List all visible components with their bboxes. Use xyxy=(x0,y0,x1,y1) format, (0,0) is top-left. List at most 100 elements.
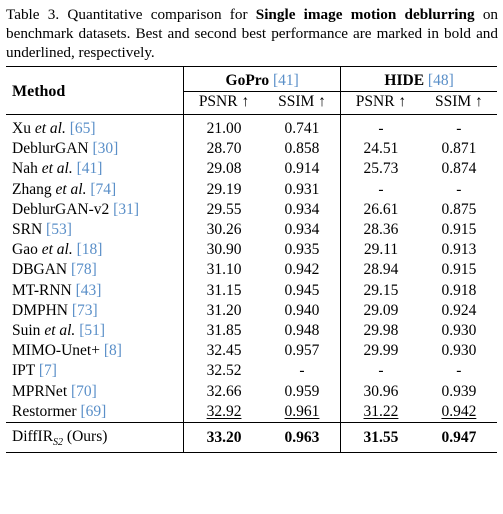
value-cell: 29.08 xyxy=(183,159,264,180)
caption-rest: on benchmark datasets. Best and second b… xyxy=(6,6,499,61)
value-cell: 0.915 xyxy=(421,220,497,240)
value-cell: 29.09 xyxy=(340,300,421,321)
value-text: 29.99 xyxy=(363,342,399,360)
table-caption: Table 3. Quantitative comparison for Sin… xyxy=(6,5,498,62)
value-cell: 28.70 xyxy=(183,139,264,160)
value-cell: 24.51 xyxy=(340,139,421,160)
group-ref: [48] xyxy=(427,71,454,89)
value-text: 29.19 xyxy=(206,180,242,198)
value-cell: - xyxy=(421,180,497,200)
method-etal: et al. xyxy=(44,321,76,339)
value-text: 0.931 xyxy=(284,180,320,198)
method-name: SRN xyxy=(12,221,43,239)
method-subscript: S2 xyxy=(53,436,64,448)
header-row-groups: Method GoPro [41] HIDE [48] xyxy=(6,66,497,115)
col-header-psnr: PSNR ↑ xyxy=(183,91,264,115)
value-text: 28.70 xyxy=(206,140,242,158)
method-name: DBGAN xyxy=(12,261,68,279)
value-text: 0.935 xyxy=(284,241,320,259)
value-text: 0.918 xyxy=(441,281,477,299)
value-cell: 0.948 xyxy=(264,321,341,341)
method-etal: et al. xyxy=(41,241,73,259)
table-row: Gao et al. [18] 30.90 0.935 29.11 0.913 xyxy=(6,240,497,261)
value-text: - xyxy=(378,362,384,380)
method-cell: DeblurGAN-v2 [31] xyxy=(6,200,184,220)
value-text: 30.26 xyxy=(206,221,242,239)
value-text: 0.930 xyxy=(441,321,477,339)
method-etal: et al. xyxy=(41,160,73,178)
group-header-gopro: GoPro [41] xyxy=(183,66,341,92)
value-cell: 0.871 xyxy=(421,139,497,159)
method-ref: [53] xyxy=(42,221,72,239)
value-cell: 0.959 xyxy=(264,381,341,401)
method-ref: [65] xyxy=(65,120,96,138)
value-cell: 31.55 xyxy=(340,421,421,453)
value-cell: 0.945 xyxy=(264,281,341,301)
value-cell: 28.36 xyxy=(340,219,421,241)
method-name: MT-RNN xyxy=(12,281,72,299)
value-text: 24.51 xyxy=(363,140,399,158)
value-text: - xyxy=(299,362,305,380)
value-text: 32.45 xyxy=(206,342,242,360)
method-name: Suin xyxy=(12,321,45,339)
value-text: - xyxy=(456,120,462,138)
value-text: 31.10 xyxy=(206,261,242,279)
value-cell: - xyxy=(340,179,421,200)
value-cell: 30.96 xyxy=(340,381,421,402)
method-ref: [43] xyxy=(71,281,102,299)
method-cell: Suin et al. [51] xyxy=(6,321,184,341)
value-text: 0.945 xyxy=(284,281,320,299)
value-text: - xyxy=(456,180,462,198)
value-text: 32.92 xyxy=(206,402,242,420)
table-row: MIMO-Unet+ [8] 32.45 0.957 29.99 0.930 xyxy=(6,341,497,362)
method-cell: MIMO-Unet+ [8] xyxy=(6,341,184,361)
group-name: GoPro xyxy=(225,71,270,89)
method-cell: Zhang et al. [74] xyxy=(6,180,184,200)
value-text: 21.00 xyxy=(206,120,242,138)
method-cell: Nah et al. [41] xyxy=(6,159,184,179)
method-name: Zhang xyxy=(12,180,56,198)
value-cell: 0.918 xyxy=(421,281,497,301)
value-cell: 0.942 xyxy=(421,402,497,423)
col-header-ssim: SSIM ↑ xyxy=(278,93,326,110)
caption-label: Table 3. Quantitative comparison for xyxy=(6,6,256,23)
method-ref: [70] xyxy=(67,382,97,400)
method-cell: Restormer [69] xyxy=(6,402,184,423)
value-cell: 30.26 xyxy=(183,219,264,241)
value-text: 31.15 xyxy=(206,281,242,299)
method-name: Gao xyxy=(12,241,42,259)
method-cell: DiffIRS2 (Ours) xyxy=(6,421,184,453)
value-text: 0.874 xyxy=(441,160,477,178)
value-cell: 0.913 xyxy=(421,240,497,260)
value-cell: 26.61 xyxy=(340,199,421,220)
method-name: MIMO-Unet+ xyxy=(12,342,100,360)
value-text: 28.94 xyxy=(363,261,399,279)
value-cell: 28.94 xyxy=(340,260,421,281)
value-cell: 32.45 xyxy=(183,341,264,362)
value-text: 29.08 xyxy=(206,160,242,178)
value-text: 31.85 xyxy=(206,321,242,339)
method-ref: [78] xyxy=(67,261,97,279)
value-cell: 25.73 xyxy=(340,159,421,180)
value-cell: 29.98 xyxy=(340,320,421,342)
method-suffix: (Ours) xyxy=(63,427,108,445)
value-cell: 0.963 xyxy=(263,421,341,453)
value-cell: - xyxy=(420,114,497,140)
value-text: 25.73 xyxy=(363,160,399,178)
value-cell: 29.99 xyxy=(340,341,421,362)
group-name: HIDE xyxy=(384,71,425,89)
value-text: 29.11 xyxy=(363,241,399,259)
method-name: Xu xyxy=(12,120,35,138)
method-cell: DBGAN [78] xyxy=(6,260,184,280)
value-cell: 0.934 xyxy=(264,220,341,240)
method-ref: [73] xyxy=(67,301,98,319)
value-text: 0.914 xyxy=(284,160,320,178)
value-cell: 0.924 xyxy=(421,301,497,321)
method-cell: SRN [53] xyxy=(6,220,184,240)
method-etal: et al. xyxy=(34,120,66,138)
method-name: IPT xyxy=(12,362,35,380)
col-header-ssim: SSIM ↑ xyxy=(434,93,483,110)
value-cell: 0.874 xyxy=(421,159,497,179)
value-cell: 0.939 xyxy=(421,381,497,401)
value-cell: 29.15 xyxy=(340,280,421,301)
